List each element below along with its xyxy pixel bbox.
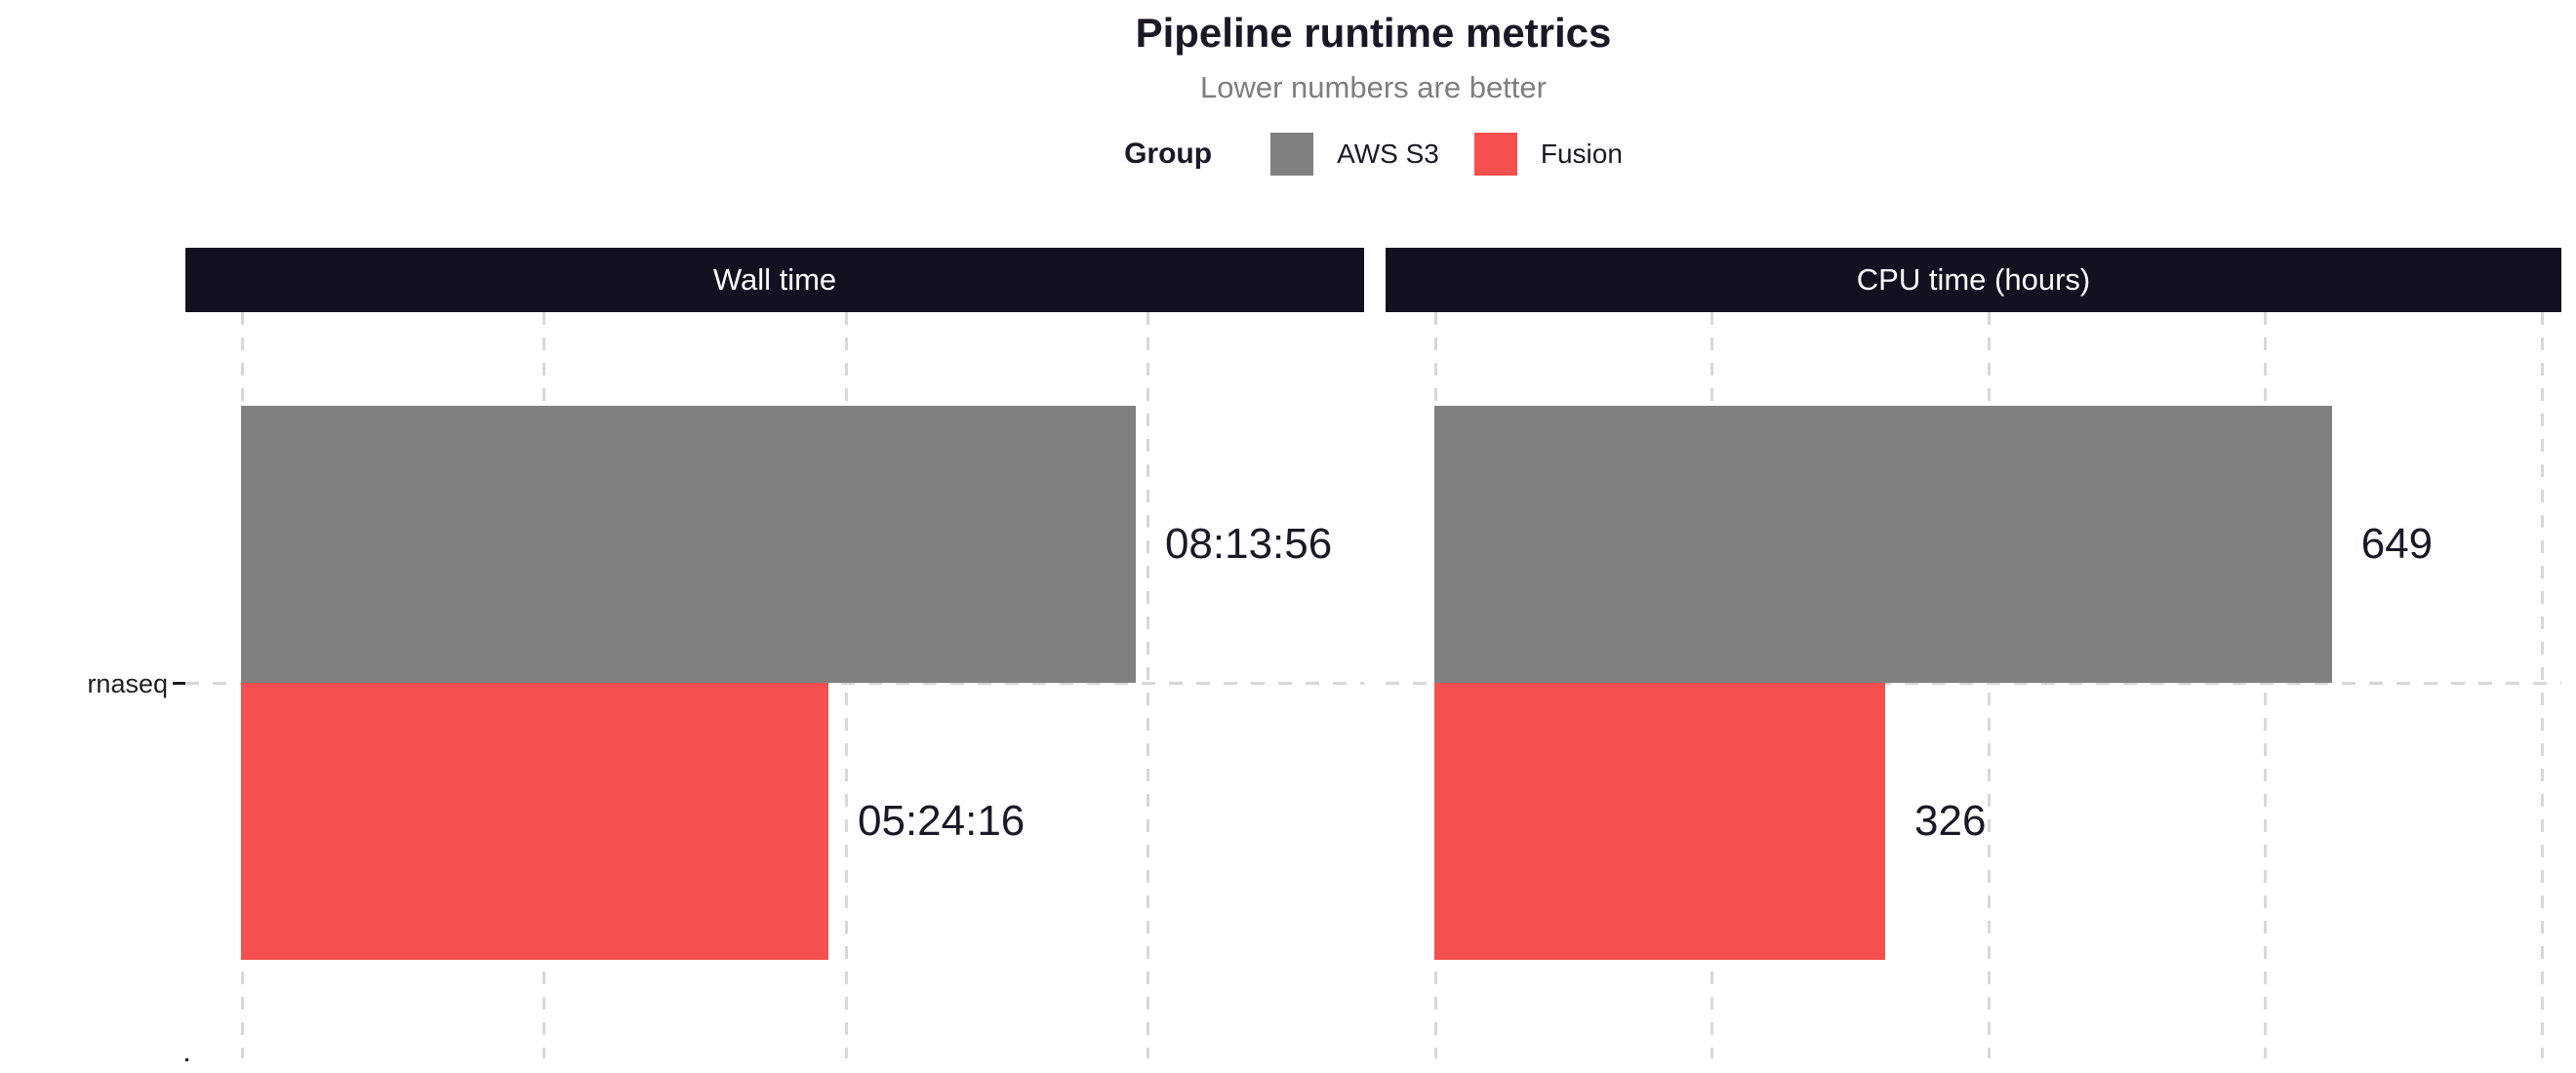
- legend-item-aws-s3: AWS S3: [1270, 132, 1439, 176]
- facet-wall-time: Wall time 08:13:56 05:24:16: [185, 248, 1364, 1061]
- bar-value-label: 05:24:16: [857, 797, 1026, 845]
- gridline-horizontal: [1386, 682, 2561, 685]
- facet-panel-cpu-time: 649 326: [1386, 312, 2561, 1058]
- bar-value-label: 326: [1914, 797, 1987, 845]
- bar-cpu-time-fusion: [1434, 683, 1885, 960]
- bar-wall-time-fusion: [241, 683, 828, 960]
- legend-item-fusion: Fusion: [1473, 132, 1623, 176]
- facet-strip-cpu-time: CPU time (hours): [1386, 248, 2561, 312]
- gridline-vertical: [844, 312, 848, 1058]
- gridline-vertical: [2264, 312, 2268, 1058]
- legend-title: Group: [1124, 137, 1213, 170]
- legend: Group AWS S3 Fusion: [185, 131, 2561, 178]
- chart-header: Pipeline runtime metrics Lower numbers a…: [185, 0, 2561, 178]
- legend-label-fusion: Fusion: [1540, 138, 1623, 169]
- chart-subtitle: Lower numbers are better: [1200, 69, 1547, 104]
- gridline-vertical: [2540, 312, 2544, 1058]
- gridline-vertical: [1987, 312, 1991, 1058]
- y-axis-tick: [173, 682, 186, 685]
- legend-swatch-fusion-icon: [1473, 132, 1517, 176]
- y-axis-label-rnaseq: rnaseq: [87, 669, 168, 698]
- bar-value-label: 08:13:56: [1164, 520, 1333, 568]
- gridline-vertical: [1147, 312, 1150, 1058]
- bar-cpu-time-aws-s3: [1434, 406, 2332, 683]
- facet-panel-wall-time: 08:13:56 05:24:16: [185, 312, 1364, 1058]
- bar-wall-time-aws-s3: [241, 406, 1136, 683]
- facet-cpu-time: CPU time (hours) 649 326: [1386, 248, 2561, 1061]
- bar-value-label: 649: [2360, 520, 2434, 568]
- legend-label-aws-s3: AWS S3: [1337, 138, 1439, 169]
- legend-swatch-aws-s3-icon: [1270, 132, 1314, 176]
- facet-strip-wall-time: Wall time: [185, 248, 1364, 312]
- chart-title: Pipeline runtime metrics: [1135, 10, 1612, 56]
